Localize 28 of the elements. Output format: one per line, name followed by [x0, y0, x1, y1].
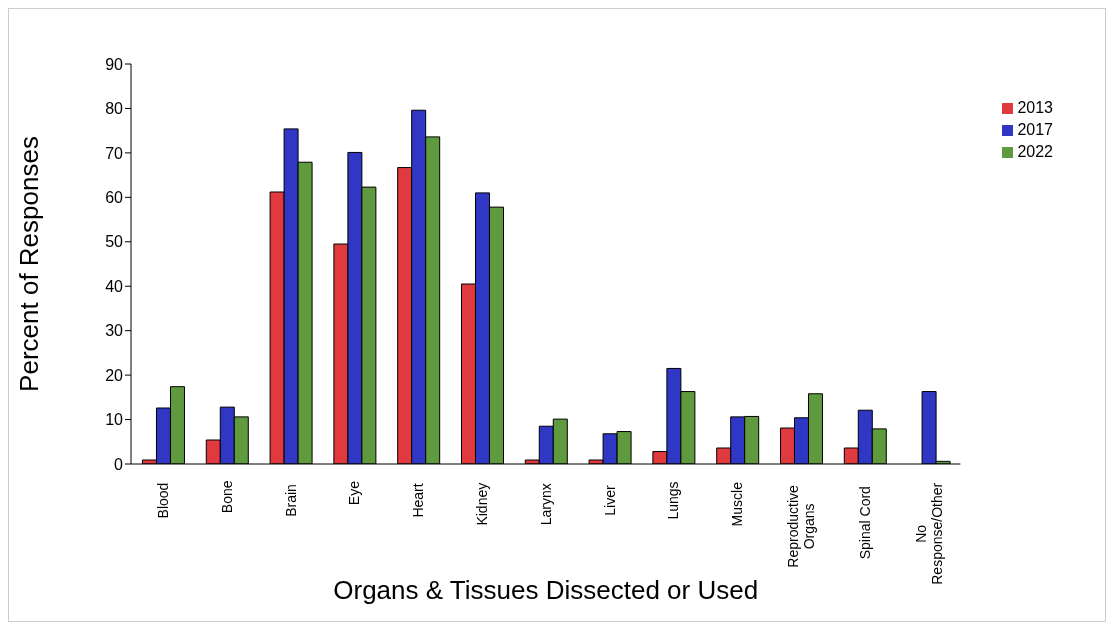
x-tick-label: Blood — [154, 482, 171, 519]
y-tick-label: 50 — [105, 233, 124, 251]
x-tick-label: Heart — [410, 483, 427, 518]
x-tick-label: Kidney — [473, 482, 490, 526]
x-tick-label: Eye — [346, 480, 363, 506]
y-axis-title: Percent of Responses — [14, 136, 45, 392]
x-tick-label: Brain — [282, 484, 299, 517]
legend-label: 2017 — [1017, 121, 1053, 138]
legend-label: 2013 — [1017, 99, 1053, 116]
x-tick-label: Reproductive Organs — [784, 484, 817, 568]
y-tick-label: 30 — [105, 322, 124, 340]
y-tick-label: 0 — [114, 455, 124, 473]
y-tick-label: 80 — [105, 100, 124, 118]
x-tick-label: Lungs — [665, 481, 682, 520]
y-tick-label: 70 — [105, 144, 124, 162]
y-tick-label: 10 — [105, 411, 124, 429]
x-axis-title: Organs & Tissues Dissected or Used — [333, 575, 759, 605]
x-tick-label: Muscle — [729, 481, 746, 527]
x-tick-label: Larynx — [537, 483, 554, 526]
x-tick-label: Spinal Cord — [856, 486, 873, 560]
legend-label: 2022 — [1017, 143, 1053, 160]
y-tick-label: 90 — [105, 55, 124, 73]
y-tick-label: 20 — [105, 366, 124, 384]
x-tick-label: Bone — [218, 480, 235, 514]
x-tick-label: No Response/Other — [912, 482, 945, 585]
y-tick-label: 40 — [105, 277, 124, 295]
y-tick-label: 60 — [105, 189, 124, 207]
x-tick-label: Liver — [601, 485, 618, 516]
